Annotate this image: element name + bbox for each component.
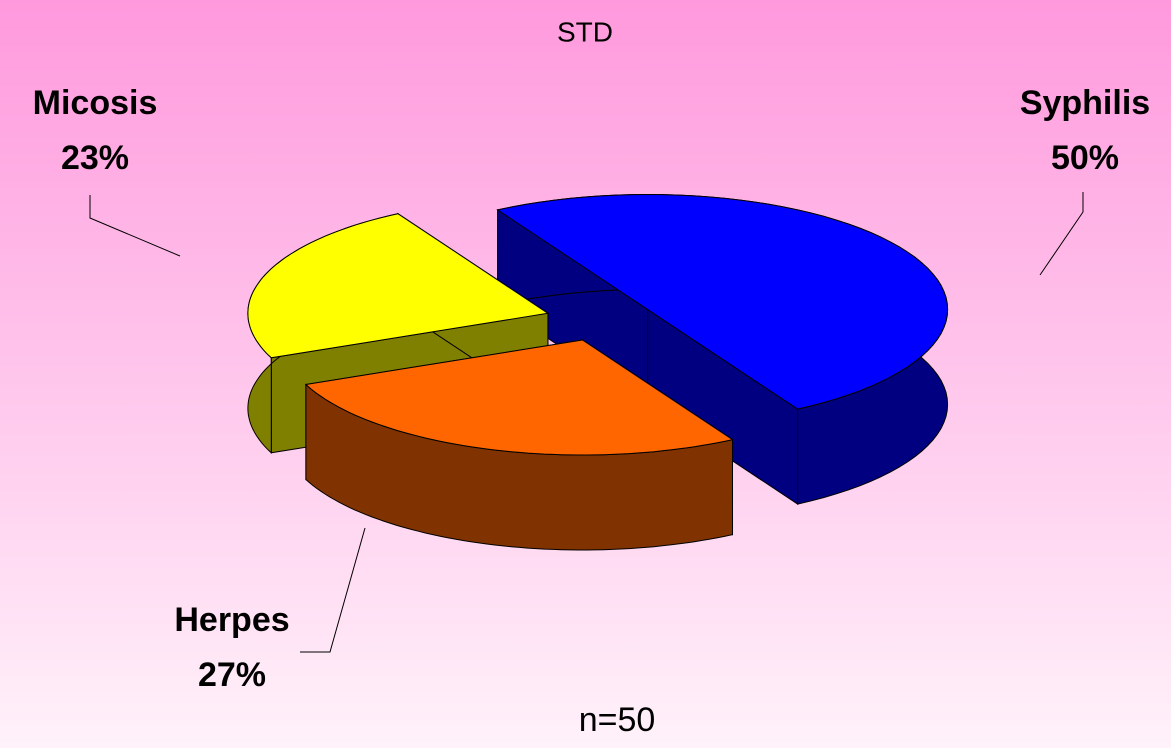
slice-top — [247, 213, 550, 359]
slice-label: Syphilis — [1020, 84, 1150, 122]
slice-label: Micosis — [33, 84, 158, 122]
chart-title: STD — [557, 16, 613, 47]
value-label: 27% — [198, 656, 266, 694]
slice — [496, 193, 949, 506]
annotation: n=50 — [579, 701, 656, 739]
slice-top — [496, 193, 949, 410]
leader-line — [300, 527, 366, 653]
slice-top — [304, 339, 734, 456]
pie — [247, 193, 949, 551]
value-label: 23% — [61, 139, 129, 177]
slice-label: Herpes — [174, 601, 289, 639]
leader-line — [1039, 192, 1084, 276]
value-label: 50% — [1051, 139, 1119, 177]
leader-line — [89, 195, 181, 257]
slice — [304, 339, 734, 551]
